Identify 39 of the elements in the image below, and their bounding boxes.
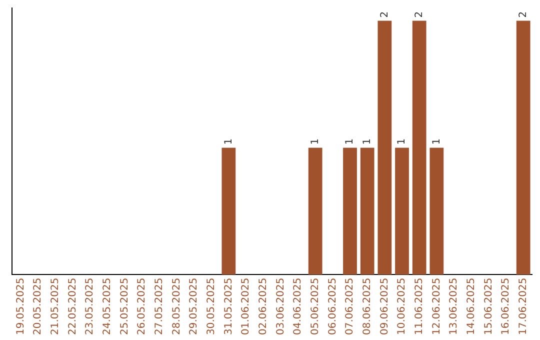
x-tick-label: 12.06.2025 <box>431 278 442 336</box>
x-tick-label: 25.05.2025 <box>119 278 130 336</box>
data-label: 2 <box>379 11 390 18</box>
x-tick-label: 06.06.2025 <box>327 278 338 336</box>
x-tick-label: 01.06.2025 <box>240 278 252 336</box>
x-tick-label: 05.06.2025 <box>310 278 321 336</box>
x-tick-label: 10.06.2025 <box>396 278 408 336</box>
data-label: 1 <box>310 138 321 145</box>
x-tick-label: 02.06.2025 <box>258 278 269 336</box>
x-tick-label: 26.05.2025 <box>136 278 148 336</box>
data-label: 1 <box>362 138 373 145</box>
x-tick-label: 20.05.2025 <box>32 278 44 336</box>
data-label: 1 <box>223 138 234 145</box>
x-tick-label: 14.06.2025 <box>466 278 477 336</box>
x-tick-label: 23.05.2025 <box>84 278 96 336</box>
x-tick-label: 31.05.2025 <box>223 278 234 336</box>
data-label: 1 <box>431 138 442 145</box>
x-tick-label: 09.06.2025 <box>379 278 390 336</box>
data-label: 2 <box>518 11 529 18</box>
x-tick-label: 28.05.2025 <box>171 278 182 336</box>
data-label: 1 <box>344 138 356 145</box>
x-tick-label: 03.06.2025 <box>275 278 286 336</box>
x-tick-label: 11.06.2025 <box>414 278 425 336</box>
x-tick-label: 08.06.2025 <box>362 278 373 336</box>
x-tick-label: 27.05.2025 <box>154 278 165 336</box>
x-tick-label: 29.05.2025 <box>188 278 200 336</box>
data-label: 1 <box>396 138 408 145</box>
x-tick-label: 13.06.2025 <box>448 278 460 336</box>
x-tick-label: 17.06.2025 <box>518 278 529 336</box>
x-tick-label: 15.06.2025 <box>483 278 494 336</box>
x-tick-label: 04.06.2025 <box>292 278 304 336</box>
x-tick-label: 21.05.2025 <box>50 278 61 336</box>
x-tick-label: 30.05.2025 <box>206 278 217 336</box>
x-tick-label: 24.05.2025 <box>102 278 113 336</box>
x-tick-label: 16.06.2025 <box>500 278 512 336</box>
x-tick-label: 07.06.2025 <box>344 278 356 336</box>
data-label: 2 <box>414 11 425 18</box>
x-tick-label: 22.05.2025 <box>67 278 78 336</box>
x-tick-label: 19.05.2025 <box>15 278 26 336</box>
